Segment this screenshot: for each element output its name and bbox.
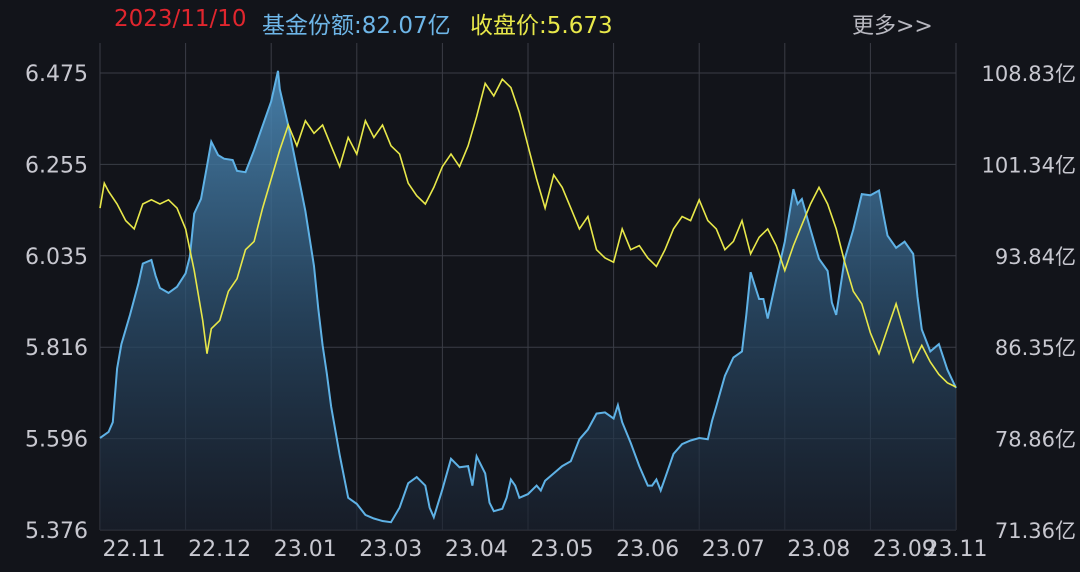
x-tick-label: 23.07 — [702, 537, 765, 562]
right-tick-label: 93.84亿 — [995, 245, 1076, 269]
x-tick-label: 23.01 — [274, 537, 337, 562]
price-series-layer — [99, 77, 957, 388]
header-fund-share: 基金份额:82.07亿 — [262, 13, 451, 39]
right-axis: 108.83亿 101.34亿 93.84亿 86.35亿 78.86亿 71.36亿 — [982, 62, 1076, 543]
x-tick-label: 22.11 — [103, 537, 166, 562]
more-link[interactable]: 更多>> — [852, 14, 933, 39]
right-tick-label: 86.35亿 — [995, 336, 1076, 360]
x-tick-label: 23.04 — [445, 537, 508, 562]
x-tick-label: 22.12 — [188, 537, 251, 562]
x-tick-label: 23.08 — [787, 537, 850, 562]
x-tick-label: 23.11 — [925, 537, 988, 562]
close-price-line — [99, 77, 957, 388]
fund-share-area-fill — [100, 70, 956, 531]
right-tick-label: 71.36亿 — [995, 519, 1076, 543]
left-tick-label: 5.816 — [25, 336, 88, 361]
right-tick-label: 78.86亿 — [995, 428, 1076, 452]
x-axis: 22.11 22.12 23.01 23.03 23.04 23.05 23.06 23.07… — [103, 537, 988, 562]
left-tick-label: 6.255 — [25, 153, 88, 178]
left-tick-label: 5.376 — [25, 519, 88, 544]
left-tick-label: 6.035 — [25, 245, 88, 270]
right-tick-label: 101.34亿 — [982, 153, 1076, 177]
right-tick-label: 108.83亿 — [982, 62, 1076, 86]
x-tick-label: 23.05 — [531, 537, 594, 562]
header-close-price: 收盘价:5.673 — [470, 13, 613, 39]
chart-header: 2023/11/10 基金份额:82.07亿 收盘价:5.673 更多>> — [0, 0, 1080, 44]
x-tick-label: 23.03 — [359, 537, 422, 562]
left-tick-label: 5.596 — [25, 428, 88, 453]
x-tick-label: 23.09 — [873, 537, 936, 562]
area-series-layer — [99, 70, 957, 531]
left-axis: 6.475 6.255 6.035 5.816 5.596 5.376 — [25, 62, 88, 544]
fund-share-line — [99, 70, 957, 524]
header-date: 2023/11/10 — [114, 6, 247, 32]
x-tick-label: 23.06 — [616, 537, 679, 562]
left-tick-label: 6.475 — [25, 62, 88, 87]
